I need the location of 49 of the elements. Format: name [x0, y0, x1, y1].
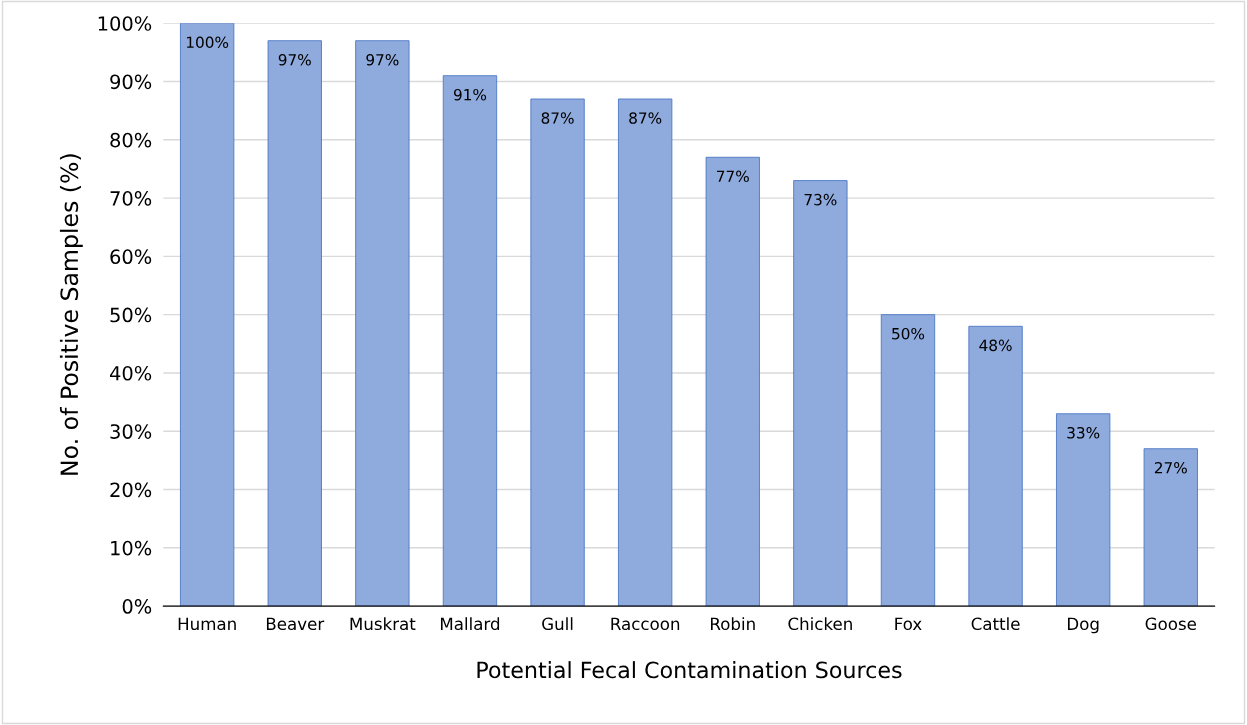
bar — [1056, 413, 1111, 607]
bar — [880, 314, 936, 607]
data-label: 97% — [366, 53, 399, 66]
x-tick-label: Gull — [542, 617, 573, 631]
y-tick-label: 90% — [110, 74, 152, 90]
y-tick-label: 60% — [110, 249, 152, 265]
bar — [530, 98, 585, 607]
y-tick-label: 40% — [109, 365, 152, 381]
data-label: 100% — [187, 36, 229, 49]
bar — [705, 156, 760, 607]
data-label: 48% — [979, 339, 1012, 352]
x-tick-label: Goose — [1145, 617, 1197, 631]
bar — [618, 98, 673, 607]
bar — [355, 40, 410, 607]
y-tick-label: 10% — [111, 540, 152, 556]
y-tick-label: 50% — [110, 307, 152, 323]
bar — [180, 23, 235, 607]
data-label: 87% — [541, 112, 574, 124]
data-label: 87% — [629, 112, 662, 124]
x-tick-label: Cattle — [971, 617, 1020, 631]
y-tick-label: 0% — [122, 599, 152, 614]
data-label: 27% — [1154, 461, 1187, 474]
x-tick-label: Robin — [711, 617, 755, 631]
y-tick-label: 20% — [110, 482, 152, 498]
x-tick-label: Mallard — [440, 617, 500, 631]
y-tick-label: 100% — [98, 16, 152, 31]
bar — [968, 325, 1023, 607]
data-label: 33% — [1067, 427, 1100, 439]
data-label: 77% — [717, 170, 749, 183]
y-axis-title: No. of Positive Samples (%) — [59, 154, 83, 475]
x-tick-label: Dog — [1068, 617, 1099, 634]
x-tick-label: Muskrat — [350, 617, 416, 631]
data-label: 97% — [278, 53, 311, 66]
x-tick-label: Beaver — [266, 617, 325, 631]
data-label: 50% — [892, 327, 925, 340]
bar — [267, 40, 322, 607]
y-tick-label: 30% — [110, 424, 152, 439]
bar — [1143, 448, 1198, 607]
x-tick-label: Fox — [895, 617, 922, 631]
x-tick-label: Human — [178, 617, 236, 631]
y-tick-label: 80% — [110, 132, 152, 148]
data-label: 73% — [804, 193, 837, 206]
data-label: 91% — [453, 88, 487, 101]
x-tick-label: Raccoon — [611, 617, 680, 631]
x-axis-title: Potential Fecal Contamination Sources — [477, 661, 902, 679]
x-tick-label: Chicken — [788, 617, 852, 631]
bar — [442, 75, 498, 607]
bar — [793, 180, 848, 607]
y-tick-label: 70% — [110, 191, 152, 206]
